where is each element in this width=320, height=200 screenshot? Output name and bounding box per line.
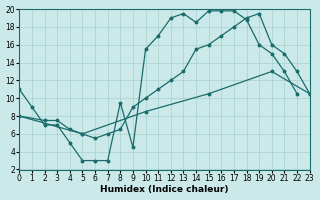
X-axis label: Humidex (Indice chaleur): Humidex (Indice chaleur) [100,185,229,194]
